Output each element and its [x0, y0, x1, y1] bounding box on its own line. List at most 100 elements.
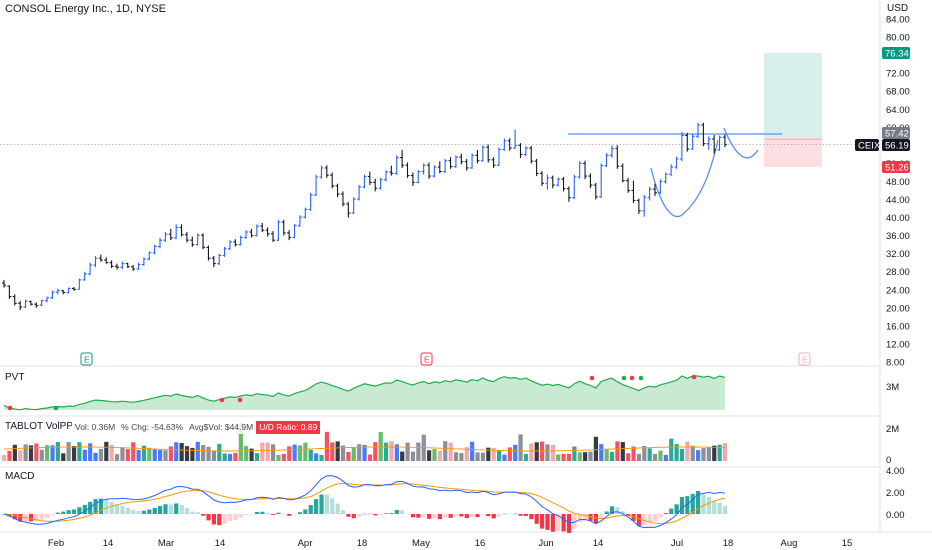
volume-bar [706, 447, 711, 461]
price-bar [201, 233, 206, 250]
macd-histogram-bar [593, 514, 598, 524]
price-bar [287, 230, 292, 241]
earnings-marker[interactable]: E [798, 352, 811, 366]
side-labels: 3M 2M 04.00 2.00 0.00 [886, 382, 905, 521]
macd-histogram-bar [496, 514, 502, 517]
price-bar [217, 253, 222, 265]
price-bar [437, 161, 442, 174]
price-bar [615, 145, 620, 169]
volume-bar [480, 452, 486, 461]
price-bar [620, 163, 625, 183]
macd-histogram-bar [459, 514, 464, 517]
macd-histogram-bar [443, 514, 448, 518]
macd-histogram-bar [61, 511, 66, 514]
target-zone[interactable] [764, 53, 822, 138]
volume-bar [636, 453, 642, 461]
volume-bar [114, 454, 120, 461]
volume-bar [7, 450, 12, 461]
price-bar [518, 143, 523, 159]
price-bar [303, 207, 308, 219]
macd-histogram-bar [174, 503, 179, 514]
macd-histogram-bar [254, 511, 260, 514]
pvt-signal-dot [638, 375, 644, 381]
macd-histogram-bar [109, 502, 114, 514]
volume-bar [158, 449, 163, 461]
volume-title[interactable]: TABLOT VolPPx [5, 421, 78, 432]
price-bar [28, 300, 33, 306]
price-bar [233, 239, 238, 247]
volume-bar [464, 447, 469, 461]
price-bar [163, 232, 168, 242]
macd-histogram-bar [583, 514, 588, 521]
price-bar [599, 163, 604, 199]
macd-histogram-bar [77, 507, 82, 514]
x-tick-label: Aug [781, 538, 798, 549]
chart-title[interactable]: CONSOL Energy Inc., 1D, NYSE [5, 3, 166, 15]
macd-histogram-bar [131, 510, 136, 514]
volume-bar [647, 448, 652, 461]
volume-bar [77, 442, 82, 461]
macd-histogram-bar [669, 508, 674, 514]
handle-curve [723, 127, 759, 159]
price-bar [701, 122, 706, 147]
macd-histogram-bar [125, 507, 130, 514]
x-tick-label: 16 [475, 538, 486, 549]
earnings-marker[interactable]: E [80, 352, 93, 366]
volume-bar [168, 446, 173, 461]
macd-histogram-bar [609, 506, 615, 514]
volume-bar [523, 453, 529, 461]
price-bar [18, 301, 23, 311]
stop-price-label: 51.26 [885, 163, 909, 174]
earnings-marker[interactable]: E [420, 352, 433, 366]
macd-histogram-bar [308, 505, 313, 514]
volume-bar [163, 450, 168, 461]
stop-price-badge: 51.26 [882, 161, 910, 174]
pvt-signal-dot [629, 375, 635, 381]
price-bar [346, 201, 351, 218]
volume-bar [518, 434, 523, 461]
macd-histogram-bar [265, 512, 270, 514]
macd-histogram-bar [674, 504, 679, 514]
price-bar [50, 290, 55, 299]
volume-bar [701, 448, 706, 461]
stop-zone[interactable] [764, 139, 822, 167]
volume-bar [367, 454, 373, 461]
volume-bar [93, 452, 98, 461]
macd-histogram-bar [405, 513, 410, 514]
earnings-label: E [802, 355, 808, 365]
price-bar [39, 299, 44, 307]
volume-bar [238, 423, 243, 461]
macd-histogram-bar [491, 514, 496, 519]
macd-histogram-bar [561, 514, 566, 532]
price-bar [362, 174, 367, 189]
macd-histogram-bar [421, 514, 426, 517]
volume-bar [588, 451, 593, 461]
macd-histogram-bar [319, 494, 324, 514]
volume-bar [324, 431, 329, 461]
macd-histogram-bar [158, 506, 163, 514]
x-tick-label: Mar [158, 538, 174, 549]
price-bar [281, 219, 286, 236]
price-bar [131, 264, 136, 271]
pvt-title[interactable]: PVT [5, 372, 25, 383]
volume-bar [491, 447, 496, 461]
macd-histogram-bar [475, 514, 480, 518]
price-bar [669, 164, 674, 177]
time-axis[interactable]: Feb 14 Mar 14 Apr 18 May 16 Jun 14 Jul 18 Aug 15 [48, 538, 852, 549]
price-bar [88, 262, 93, 276]
price-axis[interactable]: 8.00 12.00 16.00 20.00 24.00 28.00 32.00 36.00 4… [886, 15, 910, 369]
pane-tick-label: 2M [886, 424, 899, 435]
volume-bar [685, 441, 690, 461]
pvt-signal-dot [219, 397, 225, 403]
macd-title[interactable]: MACD [5, 471, 35, 482]
price-bar [722, 134, 727, 148]
macd-histogram-bar [217, 514, 222, 526]
price-bar [168, 228, 173, 241]
price-bar [297, 215, 302, 227]
macd-histogram-bar [507, 513, 512, 515]
macd-histogram-bar [244, 514, 249, 515]
pane-tick-label: 4.00 [886, 466, 905, 477]
volume-bar [722, 443, 728, 461]
x-tick-label: 18 [357, 538, 368, 549]
